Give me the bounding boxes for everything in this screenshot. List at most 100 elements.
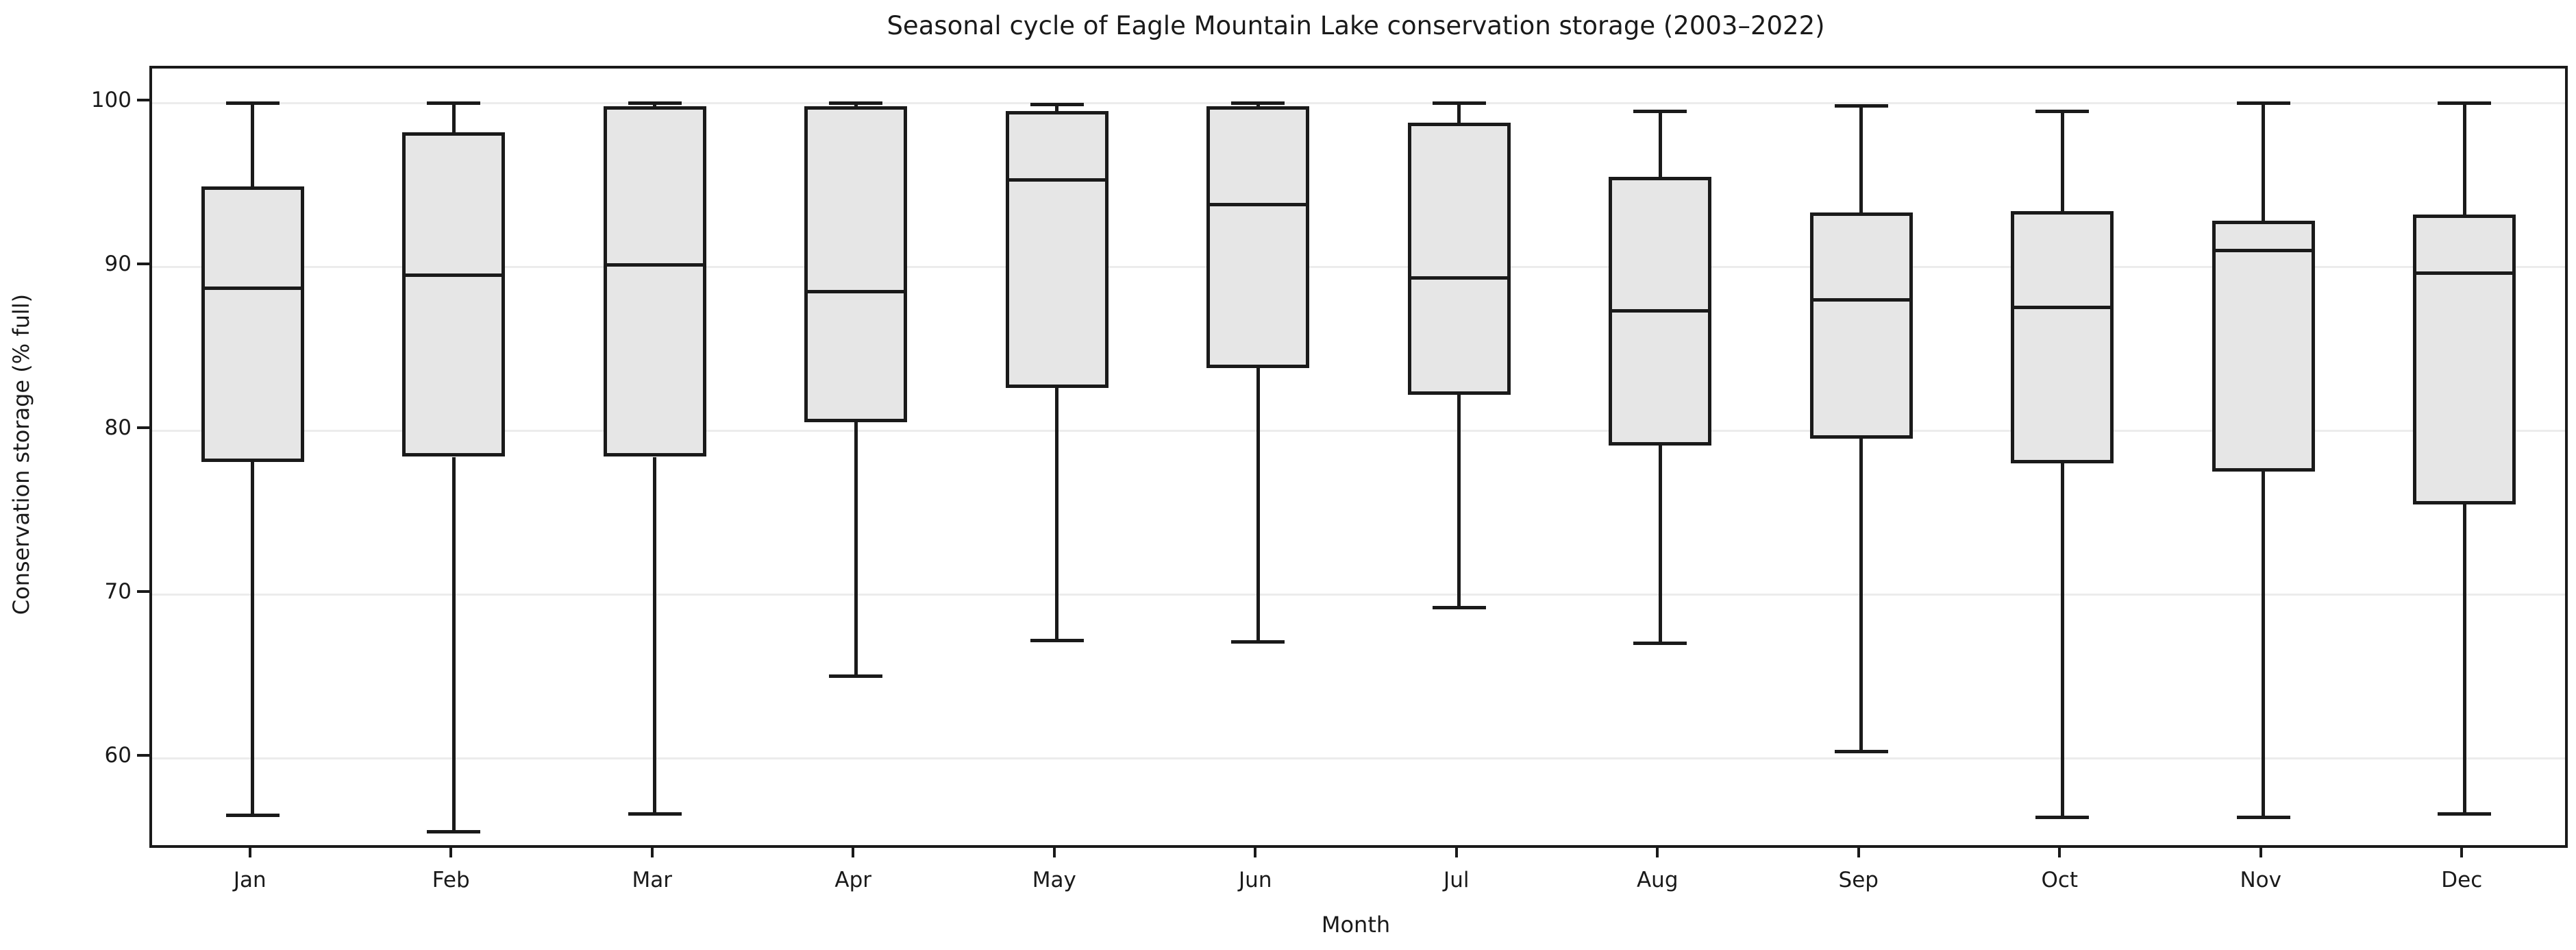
median-may: [1005, 178, 1109, 182]
max-cap-feb: [427, 101, 481, 105]
iqr-box-may: [1005, 111, 1109, 389]
max-cap-mar: [628, 101, 682, 105]
min-cap-aug: [1633, 642, 1687, 646]
max-cap-jan: [225, 101, 280, 105]
x-tick-label-feb: Feb: [432, 868, 470, 892]
max-cap-jun: [1231, 101, 1285, 105]
lower-whisker-may: [1055, 388, 1059, 641]
min-cap-nov: [2236, 815, 2290, 819]
iqr-box-feb: [402, 132, 506, 457]
upper-whisker-nov: [2262, 103, 2266, 221]
x-tick-label-mar: Mar: [632, 868, 673, 892]
min-cap-may: [1030, 638, 1084, 642]
median-jan: [201, 286, 304, 290]
y-tick-90: [137, 263, 149, 266]
lower-whisker-mar: [653, 456, 657, 814]
x-tick-label-dec: Dec: [2441, 868, 2483, 892]
x-tick-label-jan: Jan: [233, 868, 267, 892]
chart-title: Seasonal cycle of Eagle Mountain Lake co…: [887, 11, 1825, 40]
max-cap-may: [1030, 103, 1084, 107]
gridline-80: [152, 429, 2565, 432]
upper-whisker-feb: [451, 103, 456, 133]
y-tick-label-90: 90: [104, 252, 132, 277]
min-cap-jan: [225, 814, 280, 818]
gridline-60: [152, 757, 2565, 759]
upper-whisker-oct: [2060, 111, 2064, 211]
iqr-box-dec: [2413, 214, 2516, 504]
x-tick-label-apr: Apr: [834, 868, 872, 892]
gridline-70: [152, 593, 2565, 596]
iqr-box-jan: [201, 186, 304, 462]
iqr-box-mar: [603, 106, 706, 457]
x-tick-label-may: May: [1032, 868, 1076, 892]
min-cap-sep: [1834, 750, 1888, 754]
min-cap-jun: [1231, 640, 1285, 644]
y-tick-60: [137, 754, 149, 757]
y-tick-label-100: 100: [90, 88, 132, 113]
median-nov: [2212, 248, 2315, 252]
lower-whisker-dec: [2462, 504, 2466, 814]
lower-whisker-sep: [1859, 439, 1863, 752]
x-tick-feb: [449, 845, 453, 857]
upper-whisker-jul: [1457, 103, 1461, 123]
x-tick-label-jul: Jul: [1444, 868, 1470, 892]
x-axis-label: Month: [1321, 912, 1391, 938]
upper-whisker-sep: [1859, 106, 1863, 213]
x-tick-may: [1052, 845, 1056, 857]
upper-whisker-jan: [251, 103, 255, 187]
lower-whisker-nov: [2262, 472, 2266, 818]
median-oct: [2011, 306, 2114, 310]
lower-whisker-jul: [1457, 394, 1461, 608]
median-sep: [1809, 297, 1913, 302]
x-tick-label-sep: Sep: [1838, 868, 1879, 892]
upper-whisker-dec: [2462, 103, 2466, 215]
x-tick-label-jun: Jun: [1239, 868, 1272, 892]
gridline-90: [152, 265, 2565, 268]
iqr-box-jul: [1407, 122, 1511, 395]
min-cap-mar: [628, 812, 682, 816]
median-jun: [1206, 202, 1310, 206]
max-cap-oct: [2035, 109, 2090, 113]
y-tick-label-70: 70: [104, 579, 132, 605]
median-dec: [2413, 271, 2516, 276]
y-tick-label-80: 80: [104, 415, 132, 441]
iqr-box-oct: [2011, 210, 2114, 464]
max-cap-nov: [2236, 101, 2290, 105]
median-aug: [1609, 309, 1712, 313]
x-tick-sep: [1857, 845, 1860, 857]
iqr-box-jun: [1206, 106, 1310, 369]
lower-whisker-oct: [2060, 463, 2064, 818]
x-tick-jun: [1254, 845, 1257, 857]
upper-whisker-may: [1055, 104, 1059, 112]
x-tick-aug: [1656, 845, 1659, 857]
upper-whisker-aug: [1658, 111, 1662, 177]
median-feb: [402, 273, 506, 277]
y-tick-100: [137, 99, 149, 102]
min-cap-jul: [1432, 605, 1486, 609]
median-apr: [804, 289, 908, 293]
x-tick-apr: [852, 845, 855, 857]
x-tick-mar: [650, 845, 654, 857]
plot-area: [149, 66, 2568, 848]
lower-whisker-aug: [1658, 445, 1662, 644]
x-tick-oct: [2058, 845, 2061, 857]
gridline-100: [152, 101, 2565, 104]
lower-whisker-jan: [251, 461, 255, 816]
x-tick-label-oct: Oct: [2041, 868, 2079, 892]
max-cap-apr: [829, 101, 883, 105]
lower-whisker-jun: [1256, 368, 1260, 642]
x-tick-label-nov: Nov: [2240, 868, 2281, 892]
min-cap-feb: [427, 830, 481, 834]
iqr-box-apr: [804, 106, 908, 423]
max-cap-jul: [1432, 101, 1486, 105]
x-tick-nov: [2259, 845, 2262, 857]
min-cap-apr: [829, 674, 883, 679]
min-cap-oct: [2035, 815, 2090, 819]
x-tick-dec: [2460, 845, 2464, 857]
iqr-box-nov: [2212, 221, 2315, 472]
max-cap-dec: [2438, 101, 2492, 105]
iqr-box-sep: [1809, 212, 1913, 439]
max-cap-aug: [1633, 109, 1687, 113]
median-jul: [1407, 276, 1511, 280]
